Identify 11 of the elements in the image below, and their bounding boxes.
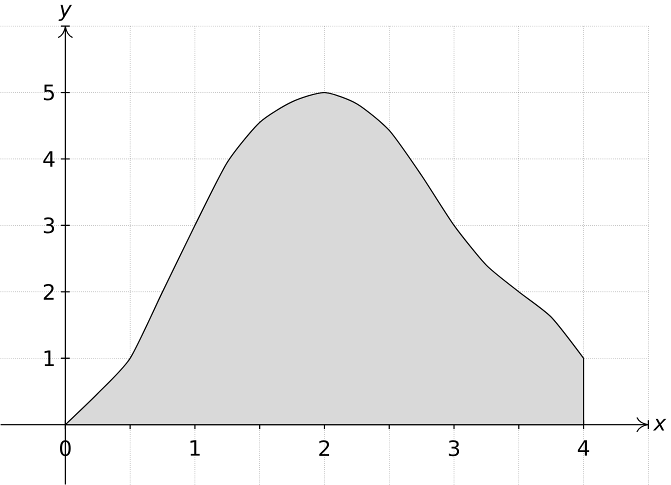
y-tick-label: 1 bbox=[44, 350, 54, 366]
x-tick-label: 3 bbox=[448, 440, 460, 456]
y-axis-title: y bbox=[58, 4, 72, 21]
x-tick-label: 1 bbox=[190, 440, 200, 456]
x-tick-label: 4 bbox=[578, 440, 590, 456]
y-tick-label: 5 bbox=[44, 84, 54, 100]
y-tick-label: 3 bbox=[44, 217, 54, 234]
y-tick-label: 4 bbox=[43, 151, 55, 167]
x-axis-title: x bbox=[652, 418, 666, 430]
y-tick-label: 2 bbox=[44, 284, 54, 300]
x-tick-label: 2 bbox=[319, 440, 330, 456]
